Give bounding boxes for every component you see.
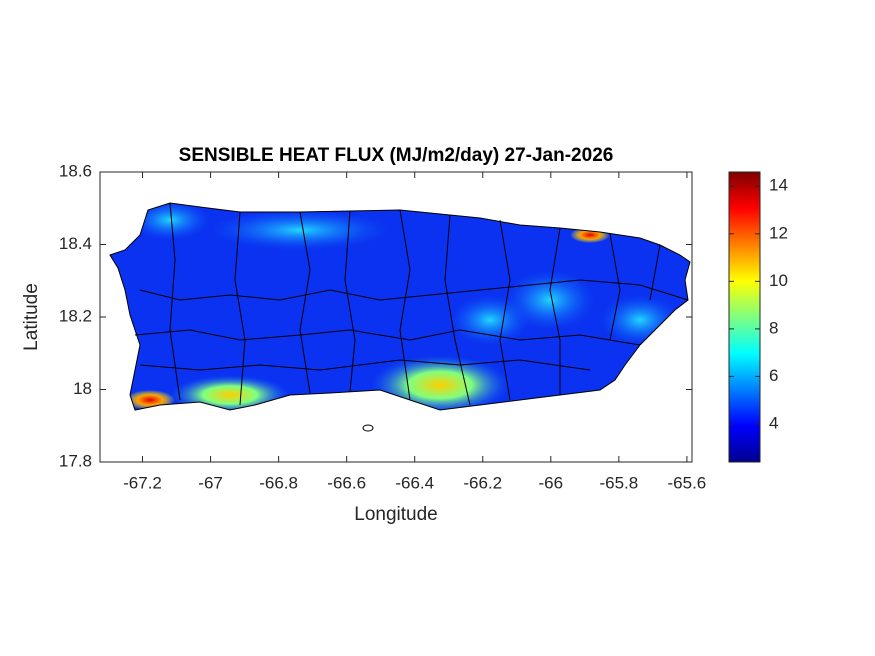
y-tick-label: 18.4 — [59, 234, 92, 253]
boundaries — [109, 202, 691, 432]
x-tick-label: -67 — [198, 473, 223, 492]
y-tick-label: 17.8 — [59, 451, 92, 470]
x-tick-label: -66.2 — [463, 473, 502, 492]
x-tick-label: -66.6 — [327, 473, 366, 492]
y-tick-label: 18 — [73, 379, 92, 398]
x-tick-label: -66.4 — [395, 473, 434, 492]
colorbar-tick-label: 12 — [769, 223, 788, 242]
colorbar — [728, 171, 761, 463]
y-axis-label: Latitude — [21, 283, 42, 351]
colorbar-tick-label: 14 — [769, 176, 788, 195]
colorbar-tick-label: 10 — [769, 271, 788, 290]
x-tick-label: -65.8 — [599, 473, 638, 492]
x-tick-label: -65.6 — [668, 473, 707, 492]
x-axis-label: Longitude — [354, 504, 437, 525]
y-tick-label: 18.6 — [59, 161, 92, 180]
x-tick-label: -66 — [539, 473, 564, 492]
x-tick-label: -67.2 — [123, 473, 162, 492]
y-tick-label: 18.2 — [59, 306, 92, 325]
flux-field — [110, 203, 690, 410]
x-tick-label: -66.8 — [259, 473, 298, 492]
chart-title: SENSIBLE HEAT FLUX (MJ/m2/day) 27-Jan-20… — [179, 145, 614, 166]
colorbar-tick-label: 8 — [769, 318, 778, 337]
colorbar-tick-label: 6 — [769, 366, 778, 385]
colorbar-tick-label: 4 — [769, 413, 778, 432]
